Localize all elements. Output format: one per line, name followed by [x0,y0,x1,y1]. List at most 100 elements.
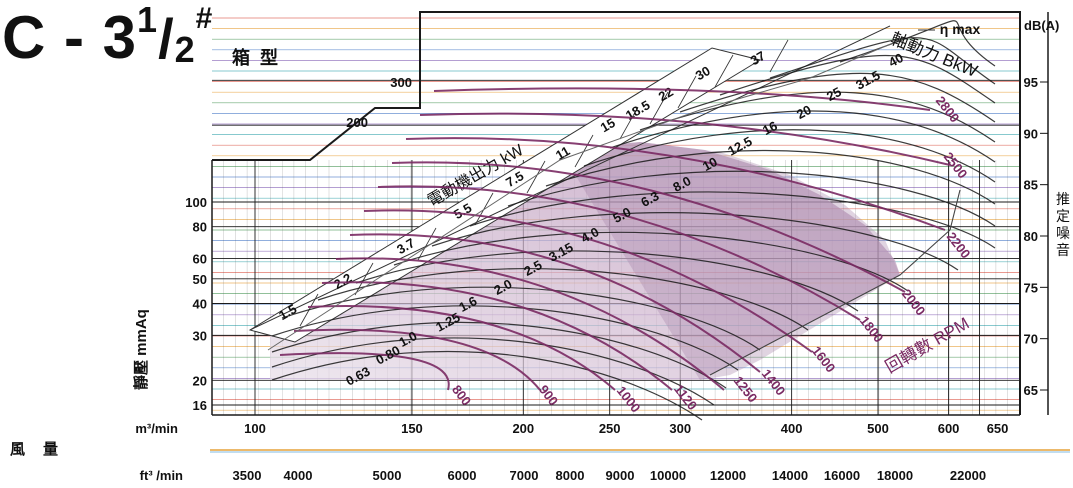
title-frac-den: 2 [174,29,196,70]
bkw-curve-6.3 [507,170,996,227]
bkw-label-16: 16 [760,118,780,138]
chart-subtitle: 箱型 [232,48,288,69]
rpm-curve-2800 [433,87,931,111]
x-ft3-tick-label-12000: 12000 [710,468,746,483]
bkw-label-40: 40 [886,50,906,70]
bkw-label-1.0: 1.0 [396,328,419,350]
motor-kw-tick [417,227,437,261]
bkw-curve-40 [839,20,996,67]
motor-kw-tick [526,160,546,194]
rpm-curve-1800 [377,185,861,321]
y-tick-label-40: 40 [193,297,207,312]
motor-kw-label-11: 11 [553,143,572,163]
flow-label: 風量 [10,440,77,458]
y-tick-label-20: 20 [193,373,207,388]
bkw-label-6.3: 6.3 [638,188,661,210]
motor-kw-label-37: 37 [748,48,768,68]
rpm-curve-1600 [363,209,813,353]
title-frac-num: 1 [137,0,159,40]
rpm-curve-1250 [335,257,725,391]
x-ft3-tick-label-7000: 7000 [510,468,539,483]
title-suffix: # [195,2,214,35]
x-m3-tick-label-150: 150 [401,421,423,436]
title-frac-slash: / [158,7,175,70]
x-m3-tick-label-200: 200 [512,421,534,436]
bkw-label-2.5: 2.5 [521,257,544,279]
chart-frame [211,11,1049,416]
y-tick-label-80: 80 [193,220,207,235]
rpm-label-2500: 2500 [941,149,971,181]
db-tick-label-70: 70 [1024,332,1038,347]
db-axis-label: dB(A) [1024,18,1060,33]
rpm-axis-label: 回轉數 RPM [882,314,972,377]
motor-kw-tick [677,75,697,109]
bkw-label-20: 20 [794,102,814,122]
y-axis-label: 靜壓 mmAq [133,309,150,390]
x-ft3-tick-label-5000: 5000 [373,468,402,483]
surge-boundary-line [709,189,961,376]
bkw-curve-1.6 [281,286,761,351]
bkw-curve-16 [639,91,996,143]
db-tick-label-80: 80 [1024,229,1038,244]
motor-kw-tick [619,106,639,140]
rpm-label-2000: 2000 [899,286,929,318]
db-tick-label-75: 75 [1024,280,1038,295]
noise-axis-label: 推定噪音 [1056,192,1070,259]
bkw-curve-3.15 [393,231,909,292]
bkw-label-1.6: 1.6 [456,293,479,315]
x-ft3-tick-label-6000: 6000 [448,468,477,483]
x-m3-tick-label-250: 250 [599,421,621,436]
bkw-label-8.0: 8.0 [670,173,693,195]
rpm-label-1400: 1400 [759,366,789,398]
bkw-curve-0.80 [271,337,715,406]
db-tick-label-65: 65 [1024,383,1038,398]
bkw-label-5.0: 5.0 [610,204,633,226]
y-tick-label-30: 30 [193,328,207,343]
rpm-label-1600: 1600 [809,343,839,375]
x-ft3-tick-label-16000: 16000 [824,468,860,483]
y-tick-label-60: 60 [193,252,207,267]
db-tick-label-85: 85 [1024,178,1038,193]
motor-kw-tick [769,39,789,73]
bkw-label-2.0: 2.0 [491,276,514,298]
y-tick-label-100: 100 [185,195,207,210]
x-ft3-tick-label-9000: 9000 [606,468,635,483]
bkw-curve-31.5 [769,37,996,85]
eta-max-line [267,39,901,351]
y-tick-label-50: 50 [193,272,207,287]
x-ft3-tick-label-8000: 8000 [556,468,585,483]
rpm-label-1120: 1120 [671,381,700,412]
y-axis-label-box: 靜壓 mmAq [130,280,160,400]
y-tick-label-16: 16 [193,398,207,413]
bkw-curve-1.25 [271,305,739,371]
x-m3-tick-label-300: 300 [669,421,691,436]
rpm-curve-800 [279,352,450,391]
x-m3-unit-label: m³/min [135,421,178,436]
db-tick-label-95: 95 [1024,75,1038,90]
rpm-curve-1120 [321,281,673,391]
x-m3-tick-label-500: 500 [867,421,889,436]
motor-kw-tick [354,262,374,296]
x-ft3-tick-label-22000: 22000 [950,468,986,483]
bkw-curve-8.0 [545,149,996,205]
chart-title: C - 31/2# [2,2,213,68]
bkw-curve-1.0 [271,321,727,389]
x-ft3-tick-label-4000: 4000 [284,468,313,483]
rpm-label-1800: 1800 [857,313,887,345]
rpm-curve-2200 [405,137,946,231]
bkw-label-10: 10 [700,154,720,174]
bkw-label-25: 25 [824,84,844,104]
efficiency-band [270,142,900,380]
x-ft3-tick-label-10000: 10000 [650,468,686,483]
bkw-curve-10 [583,129,996,183]
x-m3-tick-label-400: 400 [781,421,803,436]
eta-max-label: η max [940,21,981,37]
motor-kw-label-15: 15 [598,115,618,135]
rpm-label-800: 800 [449,382,474,408]
motor-kw-tick [714,54,734,88]
bkw-label-4.0: 4.0 [578,224,601,246]
x-ft3-unit-label: ft³ /min [140,468,183,483]
x-m3-tick-label-650: 650 [987,421,1009,436]
curves [267,20,996,421]
